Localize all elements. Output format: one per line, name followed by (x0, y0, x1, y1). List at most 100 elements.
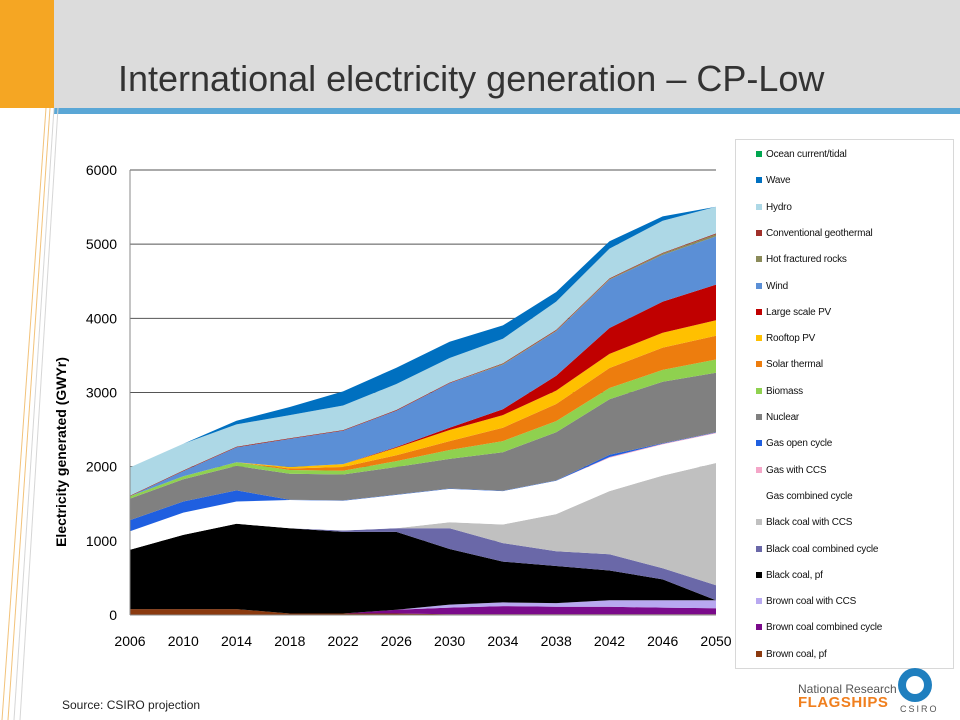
legend-item-biomass: Biomass (756, 385, 803, 399)
header-rule (54, 108, 960, 114)
area-black-coal-with-ccs (130, 463, 716, 586)
legend-label: Hot fractured rocks (766, 254, 847, 266)
legend-label: Brown coal combined cycle (766, 622, 883, 634)
legend-label: Nuclear (766, 412, 800, 423)
legend-swatch (756, 571, 762, 578)
x-tick-2026: 2026 (381, 633, 412, 649)
legend-label: Gas with CCS (766, 464, 827, 476)
legend-label: Black coal combined cycle (766, 543, 879, 555)
x-tick-2050: 2050 (700, 633, 731, 649)
legend-swatch (756, 545, 762, 552)
legend-swatch (756, 492, 762, 499)
logo-line-1: National Research (798, 682, 897, 696)
area-brown-coal-with-ccs (130, 600, 716, 614)
legend-item-ocean-current-tidal: Ocean current/tidal (756, 148, 847, 162)
legend-item-nuclear: Nuclear (756, 411, 799, 425)
x-tick-2006: 2006 (114, 633, 145, 649)
legend-item-gas-with-ccs: Gas with CCS (756, 464, 827, 478)
logo-line-2: FLAGSHIPS (798, 694, 889, 711)
y-tick-6000: 6000 (86, 162, 117, 178)
legend-label: Ocean current/tidal (766, 149, 847, 160)
x-tick-2046: 2046 (647, 633, 678, 649)
legend-item-black-coal-pf: Black coal, pf (756, 569, 823, 583)
legend-swatch (756, 361, 762, 368)
x-tick-2010: 2010 (168, 633, 199, 649)
area-black-coal-pf (130, 523, 716, 614)
legend-swatch (756, 598, 762, 605)
legend-item-gas-open-cycle: Gas open cycle (756, 437, 832, 451)
legend-label: Conventional geothermal (766, 227, 873, 239)
legend-item-brown-coal-pf: Brown coal, pf (756, 648, 827, 662)
accent-strip (0, 0, 54, 108)
y-tick-5000: 5000 (86, 236, 117, 252)
area-nuclear (130, 372, 716, 521)
legend-swatch (756, 282, 762, 289)
legend-label: Large scale PV (766, 306, 832, 318)
legend-swatch (756, 151, 762, 157)
area-biomass (130, 359, 716, 499)
legend-swatch (756, 624, 762, 631)
legend-swatch (756, 335, 762, 342)
area-gas-combined-cycle (130, 433, 716, 550)
area-brown-coal-combined-cycle (130, 606, 716, 615)
legend-label: Black coal, pf (766, 569, 823, 581)
area-brown-coal-pf (130, 609, 716, 615)
y-tick-1000: 1000 (86, 533, 117, 549)
legend-label: Gas combined cycle (766, 490, 853, 502)
legend-item-black-coal-with-ccs: Black coal with CCS (756, 516, 852, 530)
x-tick-2022: 2022 (328, 633, 359, 649)
legend-item-wave: Wave (756, 174, 791, 188)
legend-item-brown-coal-combined-cycle: Brown coal combined cycle (756, 621, 882, 635)
y-tick-3000: 3000 (86, 385, 117, 401)
x-tick-2014: 2014 (221, 633, 252, 649)
logo-org: CSIRO (900, 704, 939, 714)
legend-label: Black coal with CCS (766, 517, 853, 529)
x-tick-2038: 2038 (541, 633, 572, 649)
area-series (130, 206, 716, 615)
legend-swatch (756, 440, 762, 447)
legend-swatch (756, 203, 762, 210)
x-tick-2034: 2034 (487, 633, 518, 649)
legend-label: Rooftop PV (766, 333, 816, 345)
x-tick-2018: 2018 (274, 633, 305, 649)
decorative-stripes (1, 107, 59, 720)
chart: 2006 2010 2014 2018 2022 2026 2030 2034 2038 2042… (53, 162, 732, 649)
legend-swatch (756, 519, 762, 526)
legend-label: Wave (766, 175, 791, 187)
legend-swatch (756, 229, 762, 236)
header-band (0, 0, 960, 108)
legend-item-rooftop-pv: Rooftop PV (756, 332, 815, 346)
slide-title: International electricity generation – C… (118, 58, 825, 99)
area-rooftop-pv (130, 320, 716, 497)
csiro-flagships-logo: National Research FLAGSHIPS CSIRO (790, 664, 960, 720)
legend-swatch (756, 308, 762, 315)
legend-label: Solar thermal (766, 359, 823, 371)
y-tick-4000: 4000 (86, 310, 117, 326)
legend-swatch (756, 256, 762, 263)
y-tick-2000: 2000 (86, 459, 117, 475)
legend-label: Biomass (766, 385, 803, 397)
area-black-coal-combined-cycle (130, 523, 716, 601)
source-note: Source: CSIRO projection (62, 698, 201, 712)
y-tick-labels: 0 1000 2000 3000 4000 5000 6000 (86, 162, 117, 623)
legend-label: Brown coal with CCS (766, 596, 857, 608)
x-tick-2042: 2042 (594, 633, 625, 649)
legend-item-hot-fractured-rocks: Hot fractured rocks (756, 253, 847, 267)
legend-swatch (756, 650, 762, 657)
legend-swatch (756, 414, 762, 420)
legend-item-conventional-geothermal: Conventional geothermal (756, 227, 873, 241)
area-large-scale-pv (130, 284, 716, 497)
legend-label: Wind (766, 280, 788, 292)
area-wind (130, 236, 716, 497)
legend-swatch (756, 466, 762, 473)
legend-item-solar-thermal: Solar thermal (756, 358, 823, 372)
legend-label: Hydro (766, 201, 792, 213)
legend-item-hydro: Hydro (756, 201, 792, 215)
legend-item-black-coal-combined-cycle: Black coal combined cycle (756, 543, 878, 557)
legend-swatch (756, 177, 762, 184)
legend-item-wind: Wind (756, 280, 788, 294)
csiro-badge-inner (906, 676, 924, 694)
legend-label: Gas open cycle (766, 438, 833, 450)
legend-item-brown-coal-with-ccs: Brown coal with CCS (756, 595, 856, 609)
legend-label: Brown coal, pf (766, 648, 827, 660)
